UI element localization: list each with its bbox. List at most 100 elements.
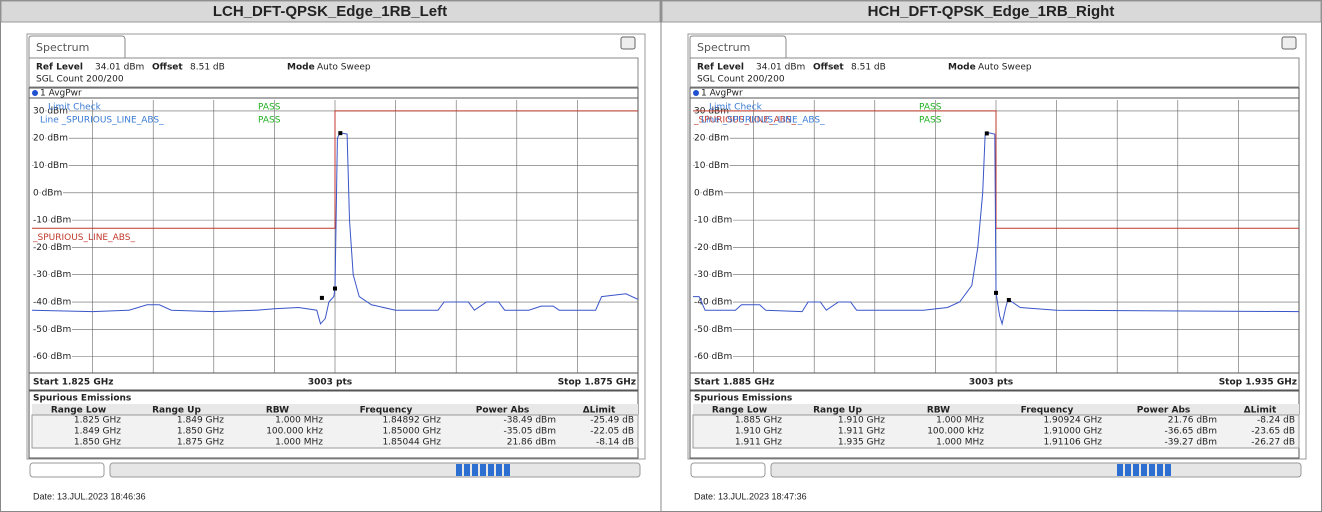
column-header: ΔLimit (583, 406, 616, 416)
cell: 1.000 MHz (936, 416, 984, 426)
cell: -39.27 dBm (1164, 438, 1217, 448)
ref-value: 34.01 dBm (95, 63, 144, 73)
info-box (689, 57, 1300, 88)
column-header: Frequency (360, 406, 413, 416)
line-result: PASS (919, 116, 942, 126)
cell: 21.76 dBm (1168, 416, 1217, 426)
limit-line (32, 110, 638, 229)
limit-check-result: PASS (919, 103, 942, 113)
sweep-points: 3003 pts (308, 378, 352, 388)
table-title: Spurious Emissions (33, 394, 131, 404)
limit-check: Limit Check (48, 103, 102, 113)
mode-label: Mode (948, 63, 976, 73)
status-field (690, 462, 766, 478)
progress-segment (1157, 464, 1163, 476)
column-header: Power Abs (1137, 406, 1191, 416)
cell: 1.000 MHz (936, 438, 984, 448)
ref-value: 34.01 dBm (756, 63, 805, 73)
chart-box (689, 87, 1300, 391)
status-field (29, 462, 105, 478)
status-bar (109, 462, 641, 478)
column-header: Range Up (152, 406, 201, 416)
table-title: Spurious Emissions (694, 394, 792, 404)
cell: 1.885 GHz (735, 416, 782, 426)
column-header: Power Abs (476, 406, 530, 416)
cell: 1.84892 GHz (382, 416, 441, 426)
cell: 1.850 GHz (177, 427, 224, 437)
limit-check: Limit Check (709, 103, 763, 113)
start-freq: Start 1.825 GHz (33, 378, 114, 388)
column-header: ΔLimit (1244, 406, 1277, 416)
cell: -25.49 dB (590, 416, 634, 426)
cell: 1.910 GHz (838, 416, 885, 426)
line-result: PASS (258, 116, 281, 126)
y-tick-label: 30 dBm (33, 106, 68, 116)
stop-freq: Stop 1.875 GHz (558, 378, 636, 388)
progress-segment (1141, 464, 1147, 476)
column-header: RBW (927, 406, 950, 416)
progress-segment (504, 464, 510, 476)
sweep-count: SGL Count 200/200 (36, 75, 124, 85)
marker (994, 290, 998, 295)
progress-segment (1133, 464, 1139, 476)
trace (31, 132, 639, 325)
y-tick-label: -20 dBm (694, 243, 732, 253)
cell: -36.65 dBm (1164, 427, 1217, 437)
y-tick-label: -10 dBm (33, 216, 71, 226)
cell: 1.825 GHz (74, 416, 121, 426)
y-tick-label: -60 dBm (694, 352, 732, 362)
table-header-bg (693, 404, 1299, 415)
limit-name: _SPURIOUS_LINE_ABS_ (693, 115, 796, 125)
marker (338, 131, 343, 136)
cell: 1.000 MHz (275, 438, 323, 448)
cell: -8.24 dB (1257, 416, 1295, 426)
cell: 21.86 dBm (507, 438, 556, 448)
y-tick-label: 0 dBm (33, 188, 62, 198)
y-tick-label: 20 dBm (33, 134, 68, 144)
y-tick-label: -40 dBm (33, 298, 71, 308)
y-tick-label: -20 dBm (33, 243, 71, 253)
cell: -38.49 dBm (503, 416, 556, 426)
column-header: Range Low (712, 406, 767, 416)
y-tick-label: -50 dBm (694, 325, 732, 335)
table-header-bg (32, 404, 638, 415)
cell: 1.000 MHz (275, 416, 323, 426)
sweep-points: 3003 pts (969, 378, 1013, 388)
cell: -23.65 dB (1251, 427, 1295, 437)
panel-title: LCH_DFT-QPSK_Edge_1RB_Left (213, 3, 447, 20)
cell: -8.14 dB (596, 438, 634, 448)
y-tick-label: 10 dBm (33, 161, 68, 171)
line-label: Line _SPURIOUS_LINE_ABS_ (40, 116, 164, 126)
y-tick-label: 20 dBm (694, 134, 729, 144)
trace-label: 1 AvgPwr (40, 89, 82, 99)
cell: 1.849 GHz (74, 427, 121, 437)
cell: 100.000 kHz (927, 427, 984, 437)
start-freq: Start 1.885 GHz (694, 378, 775, 388)
y-tick-label: 10 dBm (694, 161, 729, 171)
column-header: Frequency (1021, 406, 1074, 416)
cell: 1.850 GHz (74, 438, 121, 448)
progress-segment (488, 464, 494, 476)
panel-title: HCH_DFT-QPSK_Edge_1RB_Right (868, 3, 1115, 20)
cell: 1.91000 GHz (1043, 427, 1102, 437)
mode-label: Mode (287, 63, 315, 73)
icon (1281, 36, 1297, 50)
cell: 1.911 GHz (735, 438, 782, 448)
progress-segment (456, 464, 462, 476)
progress-segment (1125, 464, 1131, 476)
marker (333, 286, 337, 291)
cell: 1.910 GHz (735, 427, 782, 437)
limit-name: _SPURIOUS_LINE_ABS_ (32, 233, 135, 243)
cell: 1.85000 GHz (382, 427, 441, 437)
title-bar (0, 0, 661, 23)
line-label: Line _SPURIOUS_LINE_ABS_ (701, 116, 825, 126)
offset-value: 8.51 dB (851, 63, 886, 73)
y-tick-label: 0 dBm (694, 188, 723, 198)
title-bar (661, 0, 1322, 23)
cell: 1.911 GHz (838, 427, 885, 437)
table-body-bg (31, 414, 639, 449)
y-tick-label: -10 dBm (694, 216, 732, 226)
ref-label: Ref Level (697, 63, 744, 73)
cell: 100.000 kHz (266, 427, 323, 437)
date: Date: 13.JUL.2023 18:46:36 (33, 491, 146, 501)
